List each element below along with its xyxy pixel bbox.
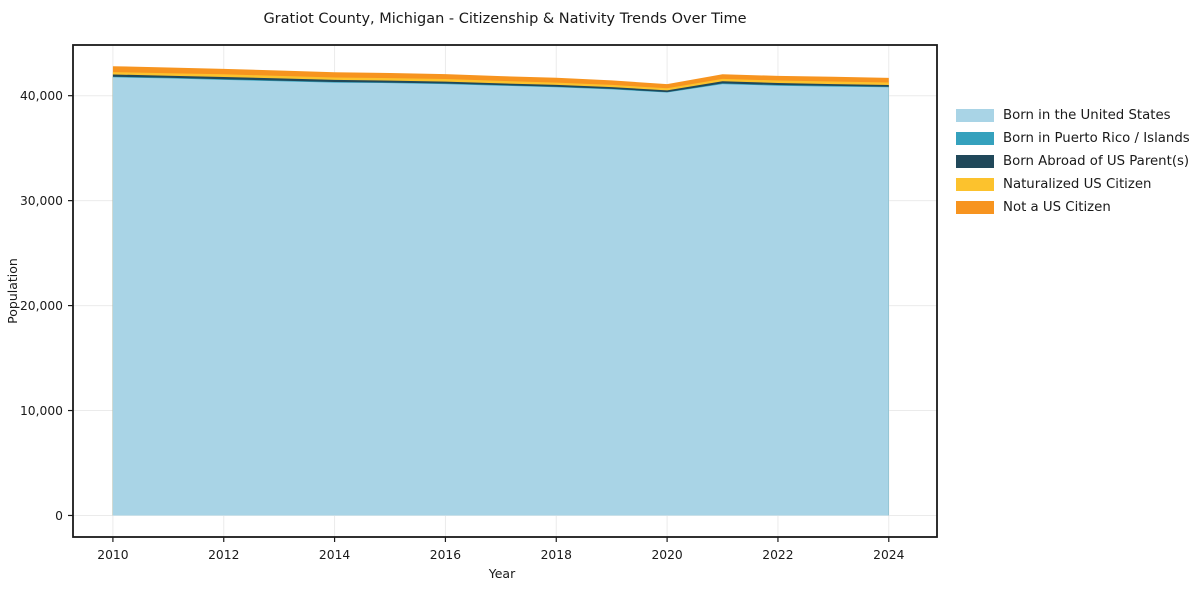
legend-label: Born in Puerto Rico / Islands — [1003, 131, 1189, 146]
legend-item: Born in Puerto Rico / Islands — [956, 127, 1189, 150]
legend-label: Born in the United States — [1003, 108, 1171, 123]
x-tick-label: 2022 — [762, 548, 793, 562]
tick-labels: 2010 2012 2014 2016 2018 2020 2022 2024 0 10,000 2… — [20, 89, 905, 562]
legend: Born in the United States Born in Puerto … — [956, 104, 1189, 219]
x-tick-label: 2024 — [873, 548, 904, 562]
x-tick-label: 2018 — [541, 548, 572, 562]
legend-swatch — [956, 201, 994, 214]
x-axis-label: Year — [488, 566, 516, 581]
y-tick-label: 30,000 — [20, 194, 63, 208]
chart-title: Gratiot County, Michigan - Citizenship &… — [263, 11, 746, 27]
x-tick-label: 2014 — [319, 548, 350, 562]
y-tick-label: 0 — [55, 509, 63, 523]
legend-item: Born Abroad of US Parent(s) — [956, 150, 1189, 173]
legend-label: Naturalized US Citizen — [1003, 177, 1152, 192]
x-tick-label: 2020 — [651, 548, 682, 562]
legend-item: Not a US Citizen — [956, 196, 1189, 219]
y-tick-label: 40,000 — [20, 89, 63, 103]
y-tick-label: 20,000 — [20, 299, 63, 313]
legend-swatch — [956, 178, 994, 191]
x-tick-label: 2010 — [97, 548, 128, 562]
x-tick-label: 2016 — [430, 548, 461, 562]
y-axis-label: Population — [5, 258, 20, 324]
plot-border — [72, 44, 938, 538]
y-tick-label: 10,000 — [20, 404, 63, 418]
legend-item: Born in the United States — [956, 104, 1189, 127]
legend-swatch — [956, 109, 994, 122]
x-tick-label: 2012 — [208, 548, 239, 562]
legend-swatch — [956, 155, 994, 168]
stacked-areas — [112, 66, 889, 516]
legend-swatch — [956, 132, 994, 145]
legend-item: Naturalized US Citizen — [956, 173, 1189, 196]
legend-label: Not a US Citizen — [1003, 200, 1111, 215]
area-series-1 — [112, 77, 889, 516]
legend-label: Born Abroad of US Parent(s) — [1003, 154, 1189, 169]
